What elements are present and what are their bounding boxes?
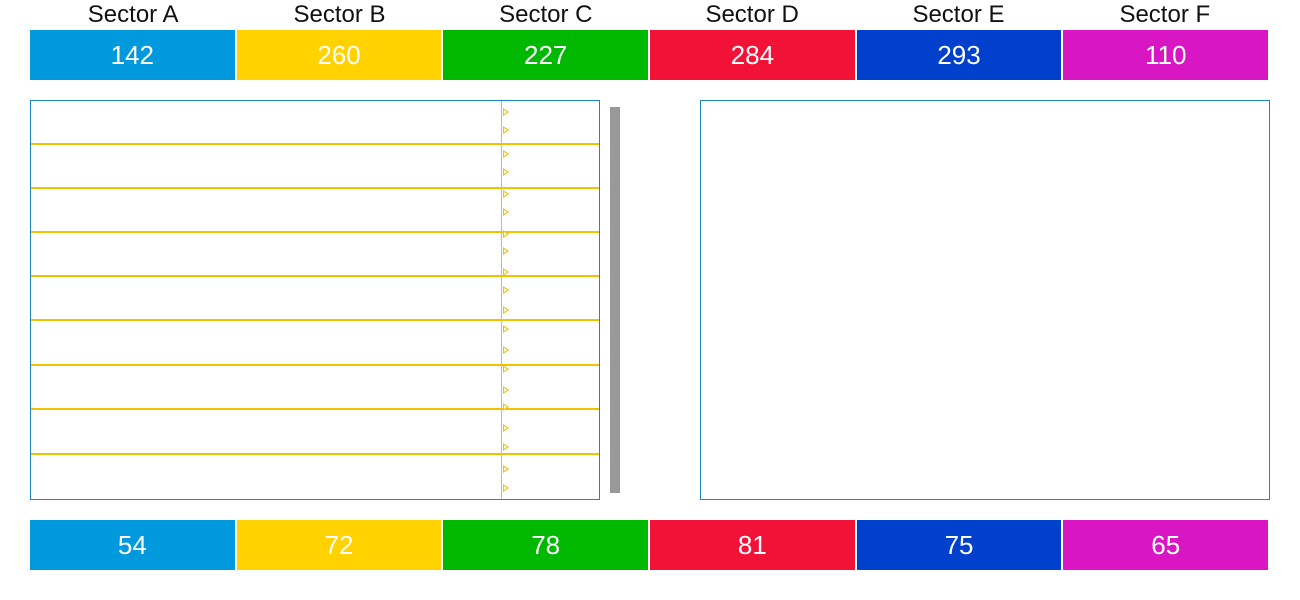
sector-f-bottom-value: 65 bbox=[1063, 520, 1269, 570]
list-item[interactable] bbox=[31, 189, 599, 233]
sector-d-bottom-value: 81 bbox=[650, 520, 855, 570]
sector-e-top-value: 293 bbox=[856, 30, 1062, 80]
triangle-right-icon bbox=[503, 247, 509, 255]
triangle-right-icon bbox=[503, 346, 509, 354]
triangle-right-icon bbox=[503, 424, 509, 432]
sector-c-top-value: 227 bbox=[443, 30, 649, 80]
triangle-right-icon bbox=[503, 268, 509, 276]
list-item[interactable] bbox=[31, 322, 599, 366]
bottom-value-bar: 54 72 78 81 75 65 bbox=[30, 520, 1269, 570]
sector-a-top-value: 142 bbox=[30, 30, 235, 80]
list-item[interactable] bbox=[31, 455, 599, 499]
triangle-right-icon bbox=[503, 286, 509, 294]
list-panel[interactable] bbox=[30, 100, 600, 500]
column-divider bbox=[501, 101, 502, 499]
triangle-right-icon bbox=[503, 126, 509, 134]
list-item[interactable] bbox=[31, 277, 599, 321]
triangle-right-icon bbox=[503, 465, 509, 473]
triangle-right-icon bbox=[503, 386, 509, 394]
sector-e-bottom-value: 75 bbox=[856, 520, 1062, 570]
list-item[interactable] bbox=[31, 366, 599, 410]
triangle-right-icon bbox=[503, 443, 509, 451]
triangle-right-icon bbox=[503, 230, 509, 238]
sector-d-label: Sector D bbox=[705, 1, 799, 28]
list-scrollbar[interactable] bbox=[610, 107, 620, 493]
triangle-right-icon bbox=[503, 365, 509, 373]
sector-b-label: Sector B bbox=[293, 1, 386, 28]
triangle-right-icon bbox=[503, 150, 509, 158]
sector-e-label: Sector E bbox=[912, 1, 1005, 28]
triangle-right-icon bbox=[503, 208, 509, 216]
triangle-right-icon bbox=[503, 108, 509, 116]
list-rows bbox=[31, 101, 599, 499]
sector-b-top-value: 260 bbox=[236, 30, 442, 80]
sector-d-top-value: 284 bbox=[650, 30, 855, 80]
list-item[interactable] bbox=[31, 145, 599, 189]
list-item[interactable] bbox=[31, 411, 599, 455]
list-item[interactable] bbox=[31, 233, 599, 277]
sector-f-top-value: 110 bbox=[1063, 30, 1269, 80]
triangle-right-icon bbox=[503, 190, 509, 198]
triangle-right-icon bbox=[503, 484, 509, 492]
sector-a-label: Sector A bbox=[87, 1, 179, 28]
detail-panel[interactable] bbox=[700, 100, 1270, 500]
triangle-right-icon bbox=[503, 403, 509, 411]
list-item[interactable] bbox=[31, 101, 599, 145]
sector-header-row: Sector A Sector B Sector C Sector D Sect… bbox=[30, 0, 1268, 30]
sector-b-bottom-value: 72 bbox=[236, 520, 442, 570]
sector-c-bottom-value: 78 bbox=[443, 520, 649, 570]
triangle-right-icon bbox=[503, 306, 509, 314]
triangle-right-icon bbox=[503, 325, 509, 333]
triangle-right-icon bbox=[503, 168, 509, 176]
sector-a-bottom-value: 54 bbox=[30, 520, 235, 570]
top-value-bar: 142 260 227 284 293 110 bbox=[30, 30, 1269, 80]
sector-c-label: Sector C bbox=[499, 1, 593, 28]
sector-f-label: Sector F bbox=[1119, 1, 1211, 28]
